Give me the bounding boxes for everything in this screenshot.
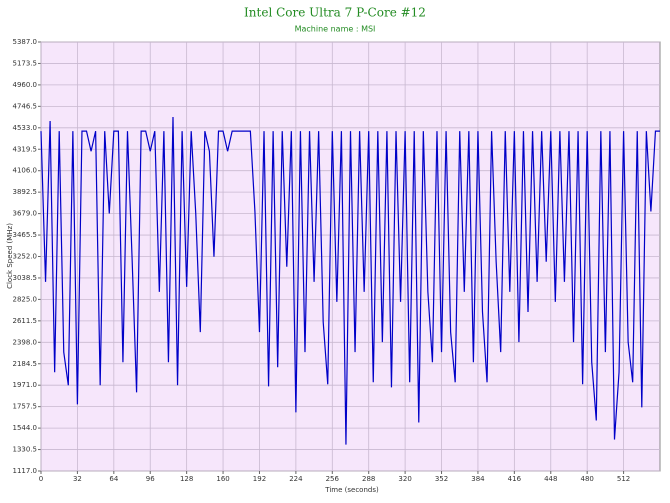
y-tick-label: 1757.5 [13, 403, 38, 411]
x-tick-label: 32 [73, 475, 82, 483]
chart-title: Intel Core Ultra 7 P-Core #12 [244, 6, 426, 20]
x-tick-label: 352 [435, 475, 448, 483]
y-axis-label: Clock Speed (MHz) [6, 223, 14, 289]
x-tick-label: 512 [617, 475, 630, 483]
x-tick-label: 480 [580, 475, 593, 483]
x-tick-label: 64 [109, 475, 118, 483]
x-tick-label: 384 [471, 475, 485, 483]
x-tick-label: 160 [216, 475, 229, 483]
y-tick-label: 3465.5 [13, 231, 38, 239]
x-tick-label: 288 [362, 475, 375, 483]
data-line [40, 117, 660, 445]
x-tick-label: 0 [39, 475, 43, 483]
y-tick-label: 2611.5 [13, 317, 38, 325]
x-axis-label: Time (seconds) [324, 486, 379, 494]
x-tick-label: 224 [289, 475, 303, 483]
y-tick-label: 5173.5 [13, 59, 38, 67]
x-tick-label: 320 [398, 475, 411, 483]
y-tick-label: 2825.0 [13, 295, 38, 303]
y-tick-label: 3679.0 [13, 210, 38, 218]
y-tick-label: 1971.0 [13, 381, 38, 389]
y-tick-label: 4533.0 [13, 124, 38, 132]
x-tick-label: 192 [253, 475, 266, 483]
y-tick-label: 1117.0 [13, 467, 38, 475]
y-tick-label: 2398.0 [13, 338, 38, 346]
y-tick-label: 5387.0 [13, 38, 38, 46]
y-tick-label: 4746.5 [13, 102, 38, 110]
y-tick-label: 1544.0 [13, 424, 38, 432]
y-tick-label: 4106.0 [13, 167, 38, 175]
x-tick-label: 96 [146, 475, 155, 483]
y-tick-label: 3038.5 [13, 274, 38, 282]
y-tick-label: 3252.0 [13, 253, 38, 261]
x-tick-label: 448 [544, 475, 557, 483]
x-tick-label: 256 [326, 475, 340, 483]
x-tick-label: 128 [180, 475, 193, 483]
y-tick-label: 2184.5 [13, 360, 38, 368]
y-tick-label: 3892.5 [13, 188, 38, 196]
x-tick-label: 416 [508, 475, 522, 483]
y-tick-label: 4960.0 [13, 81, 38, 89]
y-tick-label: 1330.5 [13, 446, 38, 454]
chart-subtitle: Machine name : MSI [295, 25, 376, 34]
y-tick-label: 4319.5 [13, 145, 38, 153]
